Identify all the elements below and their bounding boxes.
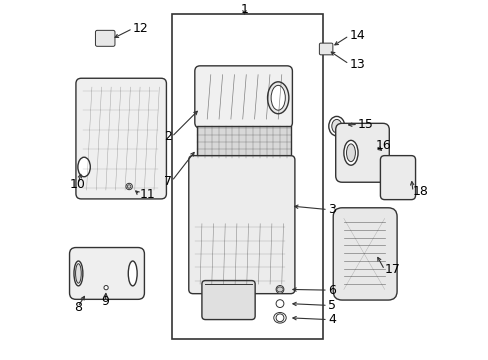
FancyBboxPatch shape: [332, 208, 396, 300]
Ellipse shape: [126, 183, 132, 190]
Ellipse shape: [276, 285, 284, 293]
FancyBboxPatch shape: [202, 280, 255, 320]
Text: 3: 3: [327, 203, 335, 216]
Text: 12: 12: [132, 22, 148, 35]
Ellipse shape: [74, 261, 82, 286]
Ellipse shape: [128, 261, 137, 286]
FancyBboxPatch shape: [76, 78, 166, 199]
FancyBboxPatch shape: [188, 156, 294, 294]
Text: 4: 4: [327, 313, 335, 326]
Text: 11: 11: [140, 188, 155, 201]
Text: 9: 9: [101, 295, 109, 308]
Ellipse shape: [328, 116, 344, 136]
Text: 1: 1: [240, 3, 248, 15]
FancyBboxPatch shape: [95, 30, 115, 46]
FancyBboxPatch shape: [380, 156, 415, 200]
Text: 15: 15: [357, 118, 373, 131]
Text: 13: 13: [348, 58, 364, 71]
Text: 7: 7: [163, 175, 171, 188]
Ellipse shape: [267, 82, 288, 114]
Text: 5: 5: [327, 299, 335, 312]
Text: 10: 10: [70, 178, 85, 191]
Ellipse shape: [276, 314, 284, 322]
FancyBboxPatch shape: [335, 123, 388, 182]
Text: 6: 6: [327, 284, 335, 297]
Ellipse shape: [78, 157, 90, 177]
Ellipse shape: [331, 120, 341, 133]
Text: 17: 17: [384, 264, 400, 276]
Ellipse shape: [127, 185, 131, 188]
Bar: [196, 126, 290, 158]
FancyBboxPatch shape: [194, 66, 292, 128]
Ellipse shape: [346, 144, 355, 162]
Text: 2: 2: [163, 130, 171, 143]
Ellipse shape: [76, 264, 81, 283]
Ellipse shape: [343, 140, 357, 165]
Text: 8: 8: [74, 301, 81, 314]
Ellipse shape: [104, 285, 108, 290]
Bar: [171, 14, 322, 339]
Text: 14: 14: [348, 29, 364, 42]
Text: 18: 18: [412, 185, 428, 198]
Ellipse shape: [276, 287, 283, 292]
Text: 16: 16: [375, 139, 391, 152]
Ellipse shape: [276, 300, 284, 307]
Ellipse shape: [270, 85, 285, 110]
FancyBboxPatch shape: [69, 248, 144, 300]
FancyBboxPatch shape: [319, 43, 332, 55]
